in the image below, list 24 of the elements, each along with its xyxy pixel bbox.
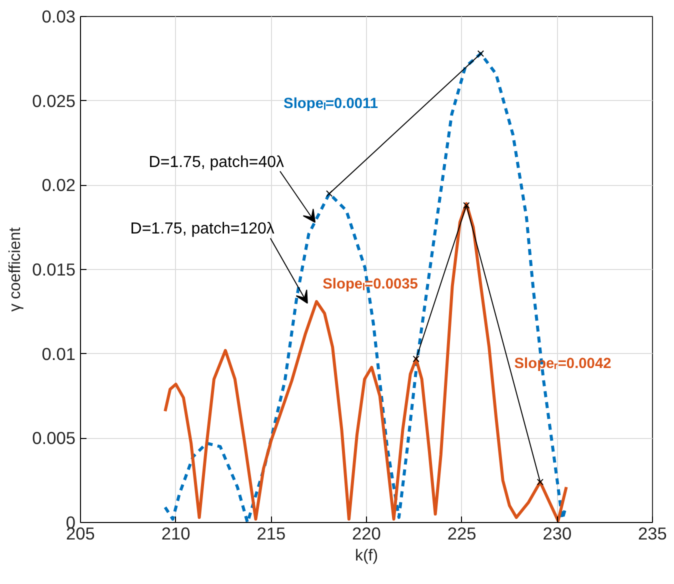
point [477, 50, 484, 57]
x-tick-label: 210 [161, 524, 190, 544]
y-tick-label: 0.01 [42, 344, 76, 364]
x-tick-label: 215 [256, 524, 286, 544]
x-tick-label: 225 [447, 524, 476, 544]
y-axis-title: γ coefficient [7, 226, 24, 312]
point [412, 356, 420, 362]
y-tick-label: 0.03 [42, 6, 76, 26]
annotation: Slopeₗ=0.0011 [284, 96, 378, 112]
point [326, 190, 333, 197]
annotation: D=1.75, patch=40λ [148, 154, 284, 171]
y-tick-label: 0.02 [42, 175, 76, 196]
y-tick-label: 0.025 [32, 90, 76, 111]
x-tick-label: 230 [542, 524, 572, 544]
point [536, 478, 544, 486]
x-tick-label: 235 [638, 524, 667, 544]
annotation: Slopeₗ=0.0035 [322, 276, 418, 293]
annotation: Slopeᵣ=0.0042 [514, 356, 612, 372]
y-tick-label: 0.015 [32, 260, 76, 280]
x-tick-label: 220 [352, 524, 381, 544]
x-axis-title: k(f) [354, 548, 378, 564]
point [463, 202, 470, 209]
y-tick-label: 0.005 [32, 428, 76, 448]
annotation: D=1.75, patch=120λ [130, 220, 274, 238]
